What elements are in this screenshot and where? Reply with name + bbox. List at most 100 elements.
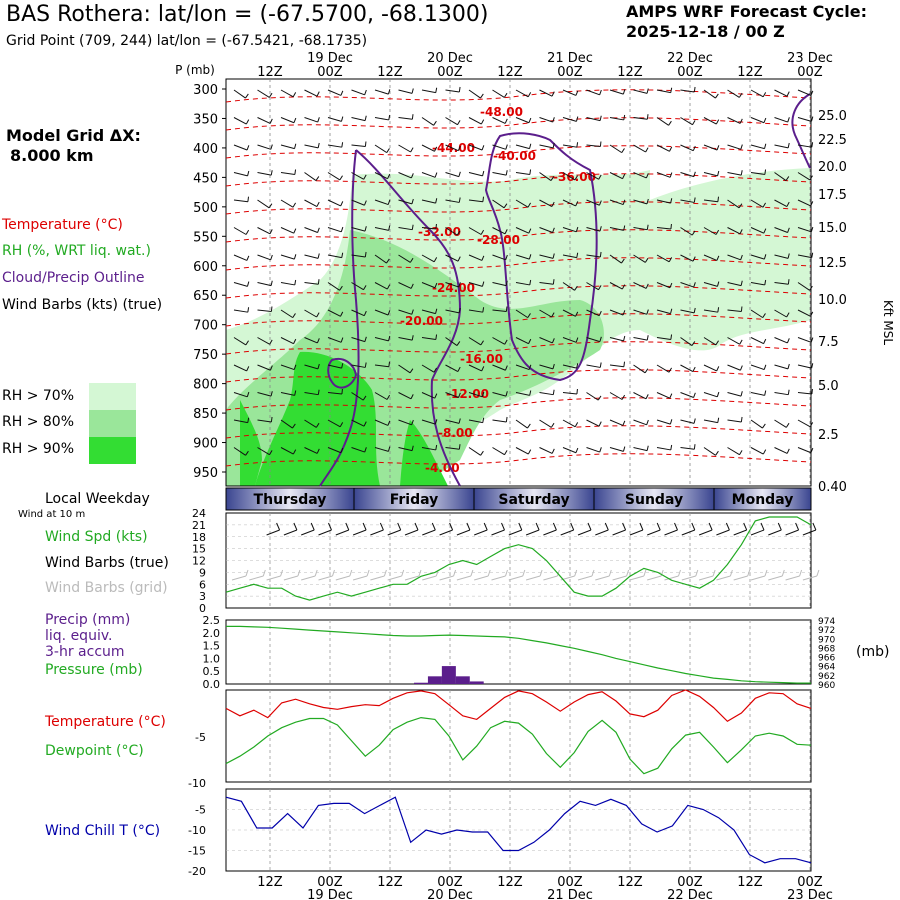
- cs-wind-barb-flag: [740, 254, 743, 260]
- wind-barb-grid-flag: [332, 569, 335, 577]
- wind-tick-label-3: 15: [192, 543, 206, 556]
- wind-barb-grid-flag: [453, 569, 457, 577]
- cs-wind-barb-flag: [387, 420, 391, 426]
- cs-wind-barb: [374, 172, 388, 180]
- cs-wind-barb: [703, 282, 718, 287]
- cs-wind-barb: [656, 144, 670, 152]
- cs-wind-barb-flag: [364, 89, 367, 95]
- cs-wind-barb: [656, 419, 671, 425]
- cs-wind-barb-flag: [364, 226, 367, 232]
- cs-wind-barb-flag: [763, 254, 767, 260]
- cs-wind-barb-flag: [505, 144, 508, 150]
- cs-wind-barb-flag: [386, 284, 391, 290]
- cs-wind-barb-flag: [598, 174, 602, 180]
- cs-wind-barb-flag: [411, 114, 414, 120]
- cs-wind-barb-flag: [810, 201, 814, 207]
- cs-wind-barb-flag: [246, 281, 250, 287]
- cs-wind-barb: [656, 254, 670, 263]
- wind-barb-true-flag: [552, 522, 557, 531]
- cs-wind-barb-flag: [762, 202, 767, 208]
- temp-contour-6: [225, 257, 812, 271]
- cs-wind-barb-flag: [364, 362, 367, 368]
- cs-wind-barb: [727, 172, 742, 176]
- cs-wind-barb-flag: [339, 175, 343, 181]
- cs-wind-barb: [421, 419, 436, 425]
- windchill-label: Wind Chill T (°C): [45, 823, 161, 839]
- temp-contour-1: [225, 117, 812, 131]
- cs-wind-barb-flag: [434, 146, 438, 152]
- weekday-label-1: Friday: [390, 492, 439, 508]
- wind-tick-label-2: 18: [192, 531, 206, 544]
- cs-wind-barb: [304, 144, 319, 149]
- cs-wind-barb: [750, 392, 765, 396]
- cs-wind-barb-flag: [340, 201, 344, 207]
- cs-wind-barb: [515, 309, 529, 319]
- cloud-outline-3: [484, 132, 598, 382]
- cs-wind-barb: [774, 227, 788, 233]
- cs-wind-barb: [797, 364, 812, 369]
- top-tick-label-4: 12Z: [497, 65, 523, 80]
- wind-10m-label: Wind at 10 m: [18, 509, 86, 520]
- cs-wind-barb-flag: [552, 227, 555, 233]
- cs-wind-barb: [233, 364, 247, 372]
- windchill-tick-label-3: -20: [188, 865, 206, 878]
- cs-wind-barb-flag: [480, 340, 484, 346]
- cs-wind-barb: [515, 364, 530, 371]
- wind-barb-true: [525, 529, 540, 536]
- cs-wind-barb: [374, 419, 389, 426]
- cs-wind-barb-flag: [247, 196, 250, 202]
- wind-barb-grid-flag: [366, 569, 370, 577]
- cs-wind-barb-flag: [551, 91, 555, 97]
- cs-wind-barb: [468, 282, 483, 287]
- kft-tick-label-6: 10.0: [818, 293, 847, 308]
- temp-contour-label-11: -4.00: [425, 461, 460, 475]
- windchill-tick-label-0: -5: [195, 804, 206, 817]
- cs-wind-barb-flag: [316, 201, 320, 207]
- wind-barb-grid: [439, 575, 454, 581]
- cs-wind-barb: [609, 199, 624, 206]
- cs-wind-barb: [280, 364, 295, 371]
- wind-barb-grid: [352, 575, 368, 581]
- cs-wind-barb-flag: [670, 444, 673, 451]
- cs-wind-barb-flag: [268, 203, 273, 209]
- cs-wind-barb-flag: [551, 201, 555, 207]
- bottom-tick-label-2: 12Z: [377, 875, 403, 890]
- cs-wind-barb-flag: [669, 419, 673, 425]
- cs-wind-barb: [351, 117, 366, 122]
- cs-wind-barb: [468, 309, 483, 313]
- weekday-label-0: Thursday: [254, 492, 327, 508]
- cs-wind-barb-flag: [621, 258, 625, 264]
- cs-wind-barb: [703, 89, 716, 99]
- cs-wind-barb: [774, 254, 789, 259]
- cs-wind-barb: [797, 89, 812, 96]
- cs-wind-barb-flag: [364, 115, 367, 121]
- cs-wind-barb-flag: [717, 170, 720, 177]
- cs-wind-barb: [398, 309, 412, 315]
- cs-wind-barb: [327, 309, 341, 317]
- cs-wind-barb: [727, 447, 740, 456]
- cs-wind-barb-flag: [317, 279, 320, 285]
- pressure-tick-label-10: 800: [193, 378, 218, 393]
- cs-wind-barb-flag: [527, 92, 532, 98]
- cs-wind-barb: [750, 419, 763, 429]
- cs-wind-barb-flag: [646, 88, 649, 94]
- cs-wind-barb-flag: [646, 198, 649, 204]
- cs-wind-barb: [539, 364, 554, 370]
- wind-barb-true-flag: [622, 522, 627, 531]
- cs-wind-barb: [233, 392, 248, 398]
- precip-accum-label: 3-hr accum: [45, 644, 125, 660]
- temp-contour-label-1: -44.00: [432, 141, 475, 155]
- wind-barb-true-flag: [725, 522, 730, 531]
- wind-barb-true: [543, 529, 557, 536]
- cs-wind-barb: [586, 117, 601, 122]
- cs-wind-barb-flag: [740, 365, 743, 371]
- top-tick-label-0: 12Z: [257, 65, 283, 80]
- temp-contour-label-6: -24.00: [432, 281, 475, 295]
- cs-wind-barb-flag: [246, 391, 250, 397]
- cs-wind-barb: [351, 447, 365, 453]
- cs-wind-barb-flag: [715, 229, 720, 235]
- cs-wind-barb: [774, 89, 788, 97]
- cs-wind-barb: [656, 199, 671, 204]
- cs-wind-barb: [797, 227, 812, 233]
- cs-wind-barb-flag: [622, 89, 626, 95]
